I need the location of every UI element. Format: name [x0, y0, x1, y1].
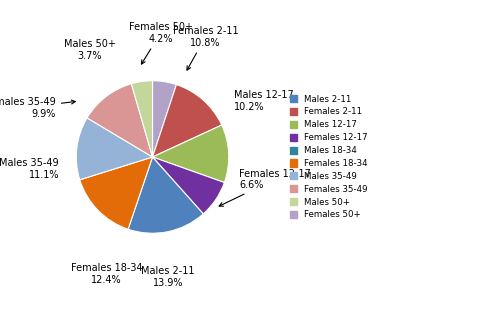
Wedge shape: [153, 81, 177, 157]
Text: Males 35-49
11.1%: Males 35-49 11.1%: [0, 158, 59, 180]
Text: Males 50+
3.7%: Males 50+ 3.7%: [63, 40, 116, 61]
Text: Females 35-49
9.9%: Females 35-49 9.9%: [0, 97, 75, 119]
Wedge shape: [153, 157, 224, 214]
Text: Males 2-11
13.9%: Males 2-11 13.9%: [141, 266, 194, 288]
Wedge shape: [153, 125, 229, 182]
Legend: Males 2-11, Females 2-11, Males 12-17, Females 12-17, Males 18-34, Females 18-34: Males 2-11, Females 2-11, Males 12-17, F…: [290, 95, 368, 219]
Wedge shape: [76, 118, 153, 180]
Text: Females 2-11
10.8%: Females 2-11 10.8%: [173, 26, 238, 70]
Wedge shape: [131, 81, 153, 157]
Text: Females 12-17
6.6%: Females 12-17 6.6%: [219, 169, 311, 206]
Wedge shape: [128, 157, 203, 233]
Text: Females 50+
4.2%: Females 50+ 4.2%: [128, 22, 193, 64]
Wedge shape: [80, 157, 153, 229]
Wedge shape: [87, 84, 153, 157]
Wedge shape: [153, 84, 222, 157]
Text: Females 18-34
12.4%: Females 18-34 12.4%: [71, 263, 143, 285]
Text: Males 12-17
10.2%: Males 12-17 10.2%: [234, 90, 294, 112]
